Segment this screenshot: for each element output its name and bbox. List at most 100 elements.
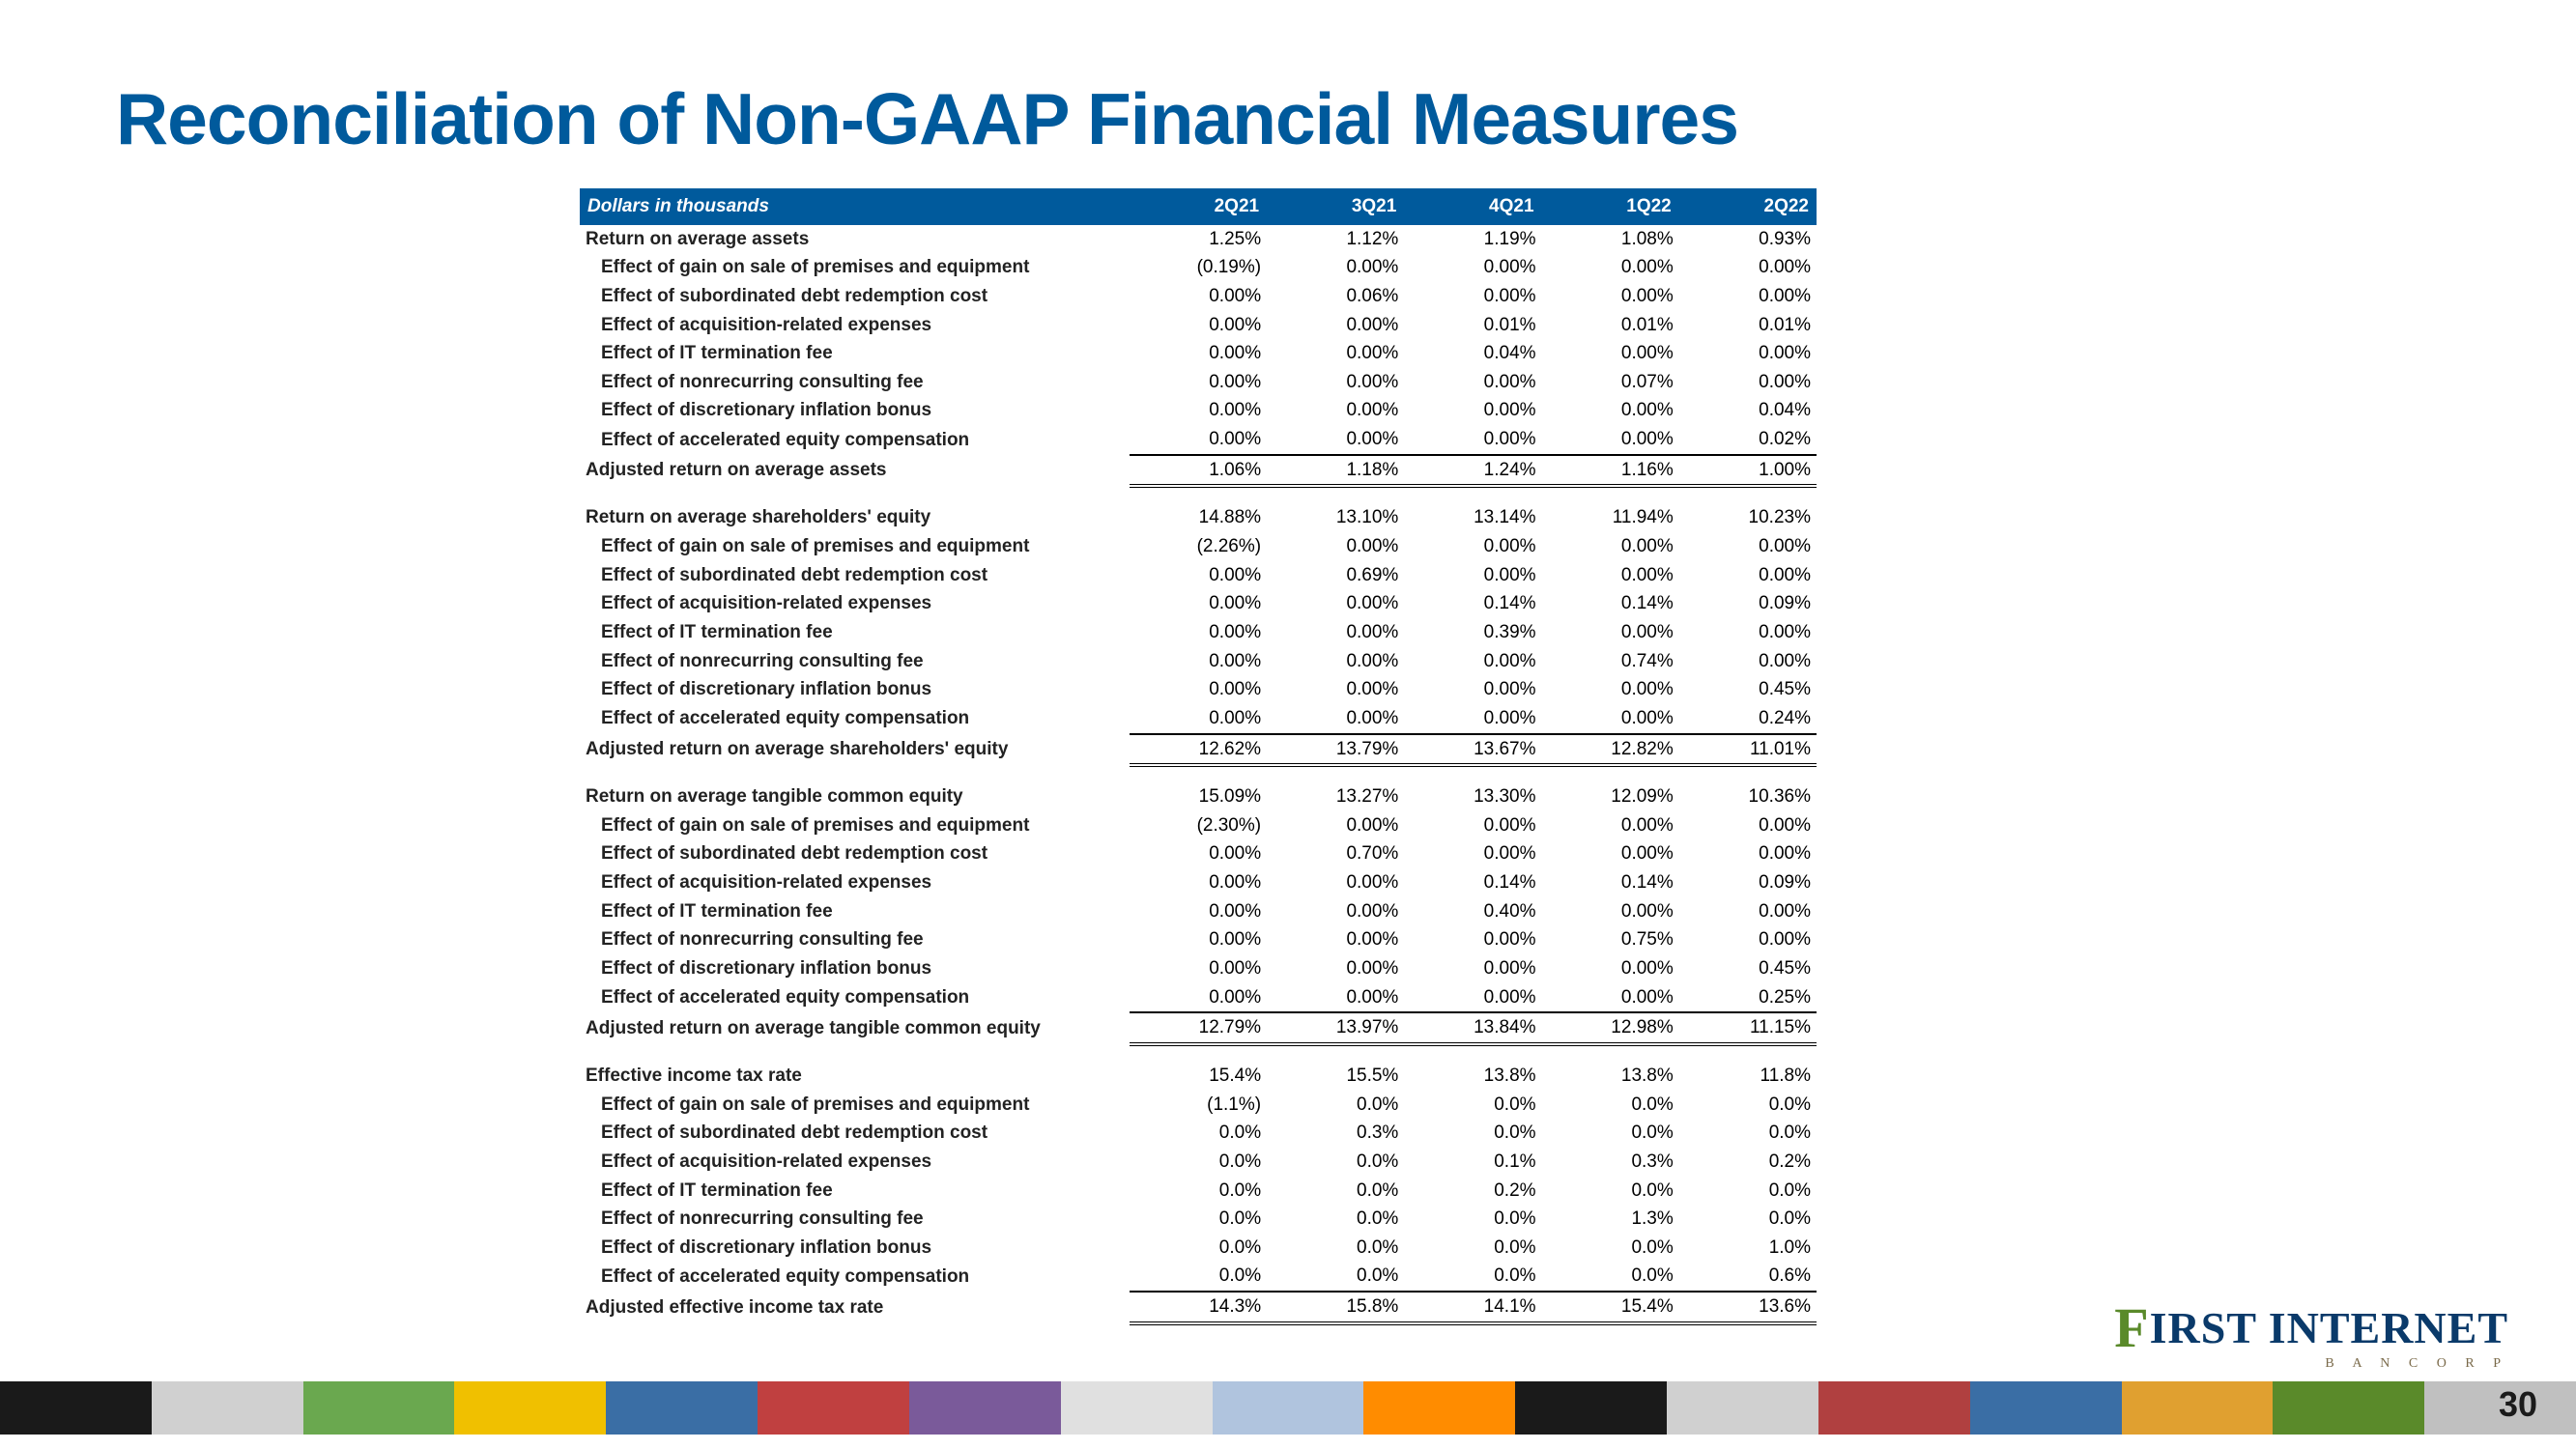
cell-value: 0.70%: [1267, 839, 1404, 868]
cell-value: 0.24%: [1679, 704, 1817, 734]
cell-value: 0.0%: [1679, 1119, 1817, 1148]
deco-segment: [606, 1381, 758, 1435]
cell-value: 14.88%: [1130, 503, 1267, 532]
section-spacer: [580, 765, 1817, 782]
cell-value: 15.4%: [1542, 1292, 1679, 1323]
row-label: Adjusted return on average assets: [580, 455, 1130, 487]
cell-value: 13.14%: [1404, 503, 1541, 532]
cell-value: 0.00%: [1267, 704, 1404, 734]
cell-value: 0.93%: [1679, 225, 1817, 254]
deco-segment: [1213, 1381, 1364, 1435]
cell-value: 0.00%: [1404, 983, 1541, 1013]
table-row: Effect of gain on sale of premises and e…: [580, 253, 1817, 282]
cell-value: 0.0%: [1130, 1148, 1267, 1177]
cell-value: 0.00%: [1542, 532, 1679, 561]
cell-value: 0.00%: [1130, 311, 1267, 340]
deco-segment: [303, 1381, 455, 1435]
deco-segment: [909, 1381, 1061, 1435]
cell-value: 0.00%: [1679, 561, 1817, 590]
table-row: Effect of subordinated debt redemption c…: [580, 839, 1817, 868]
cell-value: 0.00%: [1267, 868, 1404, 897]
column-header: 2Q21: [1130, 188, 1267, 225]
table-row: Effect of nonrecurring consulting fee0.0…: [580, 925, 1817, 954]
row-label: Effect of acquisition-related expenses: [580, 1148, 1130, 1177]
cell-value: 0.00%: [1130, 954, 1267, 983]
cell-value: 0.45%: [1679, 675, 1817, 704]
cell-value: 0.1%: [1404, 1148, 1541, 1177]
cell-value: 0.00%: [1130, 704, 1267, 734]
section-spacer: [580, 486, 1817, 503]
table-row: Adjusted return on average assets1.06%1.…: [580, 455, 1817, 487]
cell-value: 0.00%: [1130, 368, 1267, 397]
row-label: Effect of discretionary inflation bonus: [580, 954, 1130, 983]
cell-value: 13.8%: [1404, 1062, 1541, 1091]
cell-value: 0.3%: [1542, 1148, 1679, 1177]
cell-value: 13.10%: [1267, 503, 1404, 532]
cell-value: 0.01%: [1542, 311, 1679, 340]
cell-value: 0.00%: [1679, 811, 1817, 840]
cell-value: 0.00%: [1679, 647, 1817, 676]
cell-value: 1.18%: [1267, 455, 1404, 487]
cell-value: 0.00%: [1267, 897, 1404, 926]
table-row: Effect of accelerated equity compensatio…: [580, 983, 1817, 1013]
table-row: Effect of acquisition-related expenses0.…: [580, 589, 1817, 618]
cell-value: 0.2%: [1404, 1177, 1541, 1206]
row-label: Effect of acquisition-related expenses: [580, 311, 1130, 340]
row-label: Effect of gain on sale of premises and e…: [580, 253, 1130, 282]
cell-value: 0.06%: [1267, 282, 1404, 311]
cell-value: 0.00%: [1267, 647, 1404, 676]
section-spacer: [580, 1044, 1817, 1062]
table-row: Effect of nonrecurring consulting fee0.0…: [580, 1205, 1817, 1234]
row-label: Effect of accelerated equity compensatio…: [580, 704, 1130, 734]
cell-value: 13.27%: [1267, 782, 1404, 811]
row-label: Effect of accelerated equity compensatio…: [580, 983, 1130, 1013]
cell-value: 0.00%: [1542, 675, 1679, 704]
cell-value: 0.09%: [1679, 589, 1817, 618]
cell-value: 13.8%: [1542, 1062, 1679, 1091]
cell-value: 0.00%: [1404, 954, 1541, 983]
cell-value: 15.09%: [1130, 782, 1267, 811]
cell-value: 0.00%: [1130, 396, 1267, 425]
cell-value: 0.0%: [1542, 1262, 1679, 1292]
row-label: Effect of subordinated debt redemption c…: [580, 839, 1130, 868]
logo-rest: IRST INTERNET: [2150, 1303, 2508, 1352]
table-row: Adjusted effective income tax rate14.3%1…: [580, 1292, 1817, 1323]
row-label: Effect of gain on sale of premises and e…: [580, 811, 1130, 840]
cell-value: 0.00%: [1404, 396, 1541, 425]
company-logo: FIRST INTERNET B A N C O R P: [2114, 1295, 2508, 1372]
table-row: Effect of discretionary inflation bonus0…: [580, 675, 1817, 704]
deco-segment: [1667, 1381, 1818, 1435]
row-label: Effect of nonrecurring consulting fee: [580, 1205, 1130, 1234]
cell-value: 0.0%: [1130, 1119, 1267, 1148]
cell-value: 0.2%: [1679, 1148, 1817, 1177]
cell-value: 15.5%: [1267, 1062, 1404, 1091]
row-label: Return on average assets: [580, 225, 1130, 254]
cell-value: 0.00%: [1267, 589, 1404, 618]
cell-value: 0.00%: [1404, 532, 1541, 561]
cell-value: 0.00%: [1679, 282, 1817, 311]
cell-value: 0.00%: [1679, 339, 1817, 368]
cell-value: (0.19%): [1130, 253, 1267, 282]
table-row: Effective income tax rate15.4%15.5%13.8%…: [580, 1062, 1817, 1091]
column-header: 4Q21: [1404, 188, 1541, 225]
cell-value: 0.6%: [1679, 1262, 1817, 1292]
cell-value: 15.4%: [1130, 1062, 1267, 1091]
cell-value: 12.82%: [1542, 734, 1679, 766]
cell-value: 0.74%: [1542, 647, 1679, 676]
cell-value: 0.00%: [1542, 425, 1679, 455]
table-row: Adjusted return on average tangible comm…: [580, 1012, 1817, 1044]
cell-value: 0.00%: [1130, 839, 1267, 868]
cell-value: 0.00%: [1542, 897, 1679, 926]
cell-value: 0.00%: [1542, 396, 1679, 425]
cell-value: 0.00%: [1130, 589, 1267, 618]
header-label: Dollars in thousands: [580, 188, 1130, 225]
row-label: Effect of IT termination fee: [580, 618, 1130, 647]
row-label: Effect of nonrecurring consulting fee: [580, 925, 1130, 954]
deco-segment: [454, 1381, 606, 1435]
row-label: Effect of subordinated debt redemption c…: [580, 282, 1130, 311]
cell-value: 0.00%: [1542, 704, 1679, 734]
slide-page: Reconciliation of Non-GAAP Financial Mea…: [0, 0, 2576, 1449]
cell-value: 0.00%: [1404, 675, 1541, 704]
cell-value: 0.00%: [1404, 253, 1541, 282]
cell-value: 0.0%: [1542, 1119, 1679, 1148]
